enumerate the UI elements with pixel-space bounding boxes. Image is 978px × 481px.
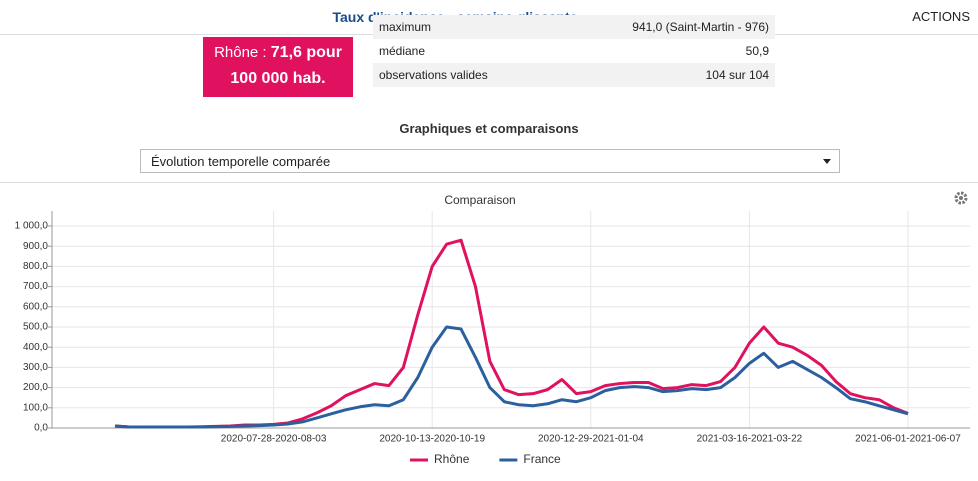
actions-button[interactable]: ACTIONS [912,9,970,24]
stat-value: 50,9 [745,44,769,58]
y-tick-label: 700,0 [23,281,48,292]
y-tick-label: 800,0 [23,261,48,272]
indicator-box: Rhône : 71,6 pour 100 000 hab. [203,37,353,97]
x-tick-label: 2020-07-28-2020-08-03 [221,434,327,445]
section-title: Graphiques et comparaisons [399,121,579,136]
settings-icon[interactable] [954,191,968,205]
y-tick-label: 500,0 [23,322,48,333]
x-tick-label: 2021-06-01-2021-06-07 [855,434,961,445]
stats-row: maximum 941,0 (Saint-Martin - 976) [373,15,775,39]
x-tick-label: 2020-10-13-2020-10-19 [379,434,485,445]
y-tick-label: 400,0 [23,342,48,353]
stats-row: observations valides 104 sur 104 [373,63,775,87]
chart-panel: Comparaison 0,0 100,0 200,0 300,0 400,0 500,0… [0,182,978,477]
y-tick-label: 100,0 [23,402,48,413]
indicator-label: Rhône : [214,44,267,61]
stat-value: 941,0 (Saint-Martin - 976) [632,20,769,34]
stat-label: maximum [379,20,432,34]
series-line [114,238,909,429]
legend-label: Rhône [434,452,470,466]
y-tick-label: 900,0 [23,241,48,252]
x-tick-label: 2021-03-16-2021-03-22 [697,434,803,445]
x-tick-label: 2020-12-29-2021-01-04 [538,434,644,445]
stat-value: 104 sur 104 [705,68,769,82]
stats-table: maximum 941,0 (Saint-Martin - 976) médiane… [373,15,775,95]
stat-label: observations valides [379,68,488,82]
y-tick-label: 1 000,0 [15,221,49,232]
y-tick-label: 300,0 [23,362,48,373]
chart-title: Comparaison [444,193,515,207]
stats-row: médiane 50,9 [373,39,775,63]
indicator-value: 71,6 pour 100 000 hab. [230,44,342,87]
series-line [114,325,909,429]
chart: Comparaison 0,0 100,0 200,0 300,0 400,0 500,0… [15,191,970,466]
stat-label: médiane [379,44,426,58]
legend-label: France [523,452,561,466]
y-tick-label: 0,0 [34,423,48,434]
y-tick-label: 600,0 [23,301,48,312]
y-tick-label: 200,0 [23,382,48,393]
chart-select[interactable]: Évolution temporelle comparée [140,149,840,173]
